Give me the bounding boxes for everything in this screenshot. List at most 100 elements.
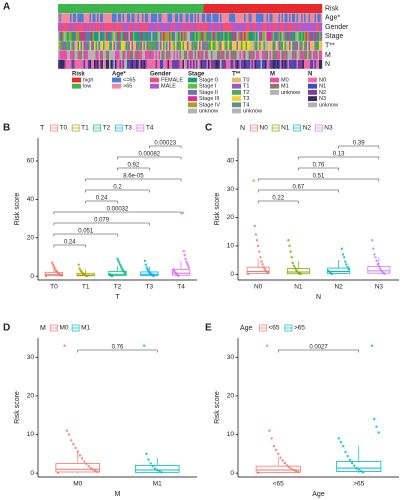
heatmap-cell [124, 22, 126, 32]
heatmap-cell [247, 13, 249, 23]
heatmap-cell [158, 41, 161, 51]
heatmap-cell [127, 50, 129, 60]
heatmap-cell [115, 13, 117, 23]
heatmap-cell [302, 41, 305, 51]
comparison-bracket [278, 349, 359, 353]
x-tick-label: T0 [50, 284, 58, 291]
heatmap-cell [91, 13, 93, 23]
heatmap-cell [79, 50, 81, 60]
heatmap-cell [107, 31, 110, 41]
heatmap-cell [227, 4, 230, 13]
heatmap-cell [136, 59, 138, 69]
heatmap-cell [224, 41, 227, 51]
heatmap-cell [152, 4, 155, 13]
heatmap-cell [115, 41, 117, 51]
heatmap-cell [319, 59, 321, 69]
heatmap-cell [313, 50, 315, 60]
heatmap-cell [313, 13, 315, 23]
heatmap-cell [256, 41, 258, 51]
data-point [149, 462, 152, 465]
heatmap-cell [145, 4, 147, 13]
heatmap-cell [118, 50, 120, 60]
heatmap-cell [193, 59, 195, 69]
heatmap-cell [193, 41, 195, 51]
heatmap-cell [175, 31, 177, 41]
heatmap-cell [220, 59, 222, 69]
heatmap-cell [115, 4, 117, 13]
data-point [377, 431, 380, 434]
box [55, 463, 101, 473]
heatmap-cell [94, 22, 96, 32]
data-point [261, 263, 264, 266]
heatmap-cell [130, 50, 132, 60]
heatmap-cell [248, 13, 251, 23]
heatmap-cell [61, 31, 63, 41]
p-value: 0.76 [112, 344, 124, 350]
heatmap-cell [173, 41, 176, 51]
heatmap-cell [251, 59, 254, 69]
y-tick-label: 0 [30, 470, 34, 477]
heatmap-cell [224, 31, 227, 41]
heatmap-cell [119, 50, 122, 60]
y-axis-label: Risk score [14, 193, 21, 226]
heatmap-cell [176, 50, 179, 60]
heatmap-cell [122, 22, 125, 32]
heatmap-cell [113, 41, 116, 51]
heatmap-cell [83, 50, 86, 60]
data-point [186, 264, 190, 267]
comparison-bracket [257, 200, 299, 204]
heatmap-cell [61, 22, 63, 32]
heatmap-cell [83, 22, 86, 32]
heatmap-cell [235, 50, 237, 60]
heatmap-cell [97, 59, 99, 69]
heatmap-cell [257, 59, 260, 69]
heatmap-cell [145, 31, 147, 41]
heatmap-cell [106, 31, 108, 41]
heatmap-cell [245, 41, 248, 51]
heatmap-cell [317, 4, 320, 13]
heatmap-cell [107, 50, 110, 60]
heatmap-cell [188, 50, 191, 60]
heatmap-cell [206, 13, 209, 23]
heatmap-cell [311, 4, 314, 13]
heatmap-cell [310, 59, 312, 69]
heatmap-cell [299, 41, 302, 51]
heatmap-cell [302, 22, 305, 32]
heatmap-cell [83, 41, 86, 51]
heatmap-cell [271, 22, 273, 32]
data-point [254, 233, 258, 236]
heatmap-cell [223, 50, 225, 60]
heatmap-cell [86, 50, 89, 60]
heatmap-cell [307, 59, 309, 69]
heatmap-cell [134, 59, 137, 69]
heatmap-cell [290, 4, 293, 13]
heatmap-cell [227, 13, 230, 23]
heatmap-cell [247, 22, 249, 32]
heatmap-cell [229, 59, 231, 69]
legend-swatch [112, 77, 121, 83]
heatmap-cell [236, 41, 239, 51]
panel-letter: B [3, 123, 10, 134]
heatmap-cell [209, 59, 212, 69]
heatmap-cell [244, 22, 246, 32]
heatmap-cell [140, 31, 143, 41]
heatmap-cell [259, 41, 261, 51]
data-point [337, 437, 341, 440]
heatmap-row-label: N [325, 61, 330, 68]
heatmap-cell [238, 31, 240, 41]
legend-title: Risk [72, 72, 85, 78]
heatmap-cell [209, 4, 212, 13]
heatmap-cell [185, 41, 188, 51]
heatmap-cell [59, 59, 62, 69]
heatmap-cell [184, 13, 186, 23]
heatmap-cell [295, 50, 297, 60]
heatmap-cell [143, 22, 146, 32]
heatmap-cell [149, 4, 152, 13]
heatmap-cell [143, 59, 146, 69]
heatmap-cell [70, 50, 72, 60]
heatmap-cell [263, 41, 266, 51]
x-axis-label: Age [312, 491, 325, 498]
heatmap-cell [238, 50, 240, 60]
heatmap-cell [73, 50, 75, 60]
comparison-bracket [117, 156, 182, 160]
